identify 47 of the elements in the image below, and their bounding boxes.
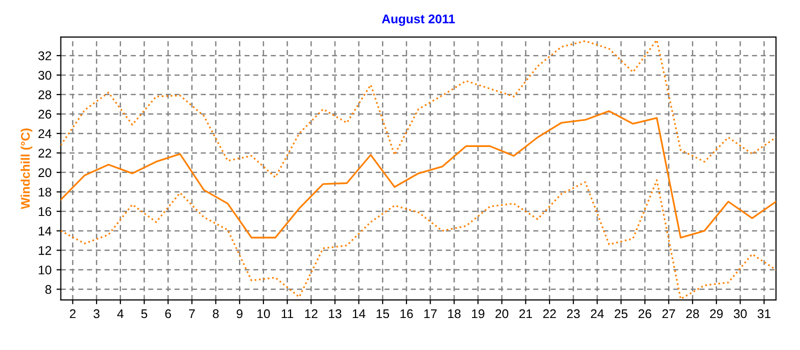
x-tick-label: 16	[400, 309, 413, 318]
x-tick-label: 3	[94, 309, 100, 318]
y-tick-label: 8	[45, 285, 52, 294]
y-tick-label: 32	[38, 51, 52, 60]
x-tick-label: 5	[141, 309, 148, 318]
x-tick-label: 6	[165, 309, 172, 318]
y-axis-title: Windchill (°C)	[20, 128, 32, 210]
y-tick-label: 30	[38, 70, 52, 80]
x-tick-label: 12	[305, 309, 318, 318]
x-tick-label: 19	[472, 309, 484, 318]
x-tick-label: 28	[686, 309, 699, 318]
x-tick-label: 21	[519, 309, 532, 318]
x-tick-label: 10	[257, 309, 270, 318]
x-tick-label: 13	[328, 309, 342, 318]
x-tick-label: 22	[543, 309, 556, 318]
x-tick-label: 23	[567, 309, 580, 318]
y-tick-label: 14	[38, 226, 52, 236]
y-tick-label: 18	[38, 188, 52, 197]
y-tick-label: 12	[38, 246, 52, 255]
x-tick-label: 20	[496, 309, 508, 318]
x-tick-label: 14	[352, 309, 366, 318]
x-tick-label: 8	[212, 309, 219, 318]
x-tick-label: 26	[638, 309, 652, 318]
y-tick-label: 16	[38, 207, 52, 216]
x-tick-label: 25	[614, 309, 628, 318]
x-tick-label: 29	[710, 309, 723, 318]
x-tick-label: 7	[189, 309, 195, 318]
y-tick-label: 24	[38, 129, 52, 138]
y-tick-label: 10	[38, 266, 52, 274]
y-tick-label: 20	[38, 168, 52, 178]
y-tick-label: 28	[38, 90, 52, 100]
chart-title: August 2011	[382, 14, 455, 26]
x-tick-label: 9	[236, 309, 242, 318]
x-tick-label: 18	[448, 309, 461, 318]
x-tick-label: 30	[734, 309, 747, 318]
y-tick-label: 22	[38, 148, 52, 158]
line-series	[60, 110, 776, 238]
x-tick-label: 15	[376, 309, 390, 318]
x-tick-label: 11	[282, 309, 294, 318]
x-tick-label: 4	[117, 309, 124, 318]
x-tick-label: 2	[70, 309, 76, 318]
y-tick-label: 26	[38, 110, 52, 119]
x-tick-label: 24	[590, 309, 604, 318]
line-series	[60, 39, 776, 178]
x-tick-label: 31	[758, 309, 770, 318]
x-tick-label: 17	[424, 309, 437, 318]
x-tick-label: 27	[662, 309, 676, 318]
